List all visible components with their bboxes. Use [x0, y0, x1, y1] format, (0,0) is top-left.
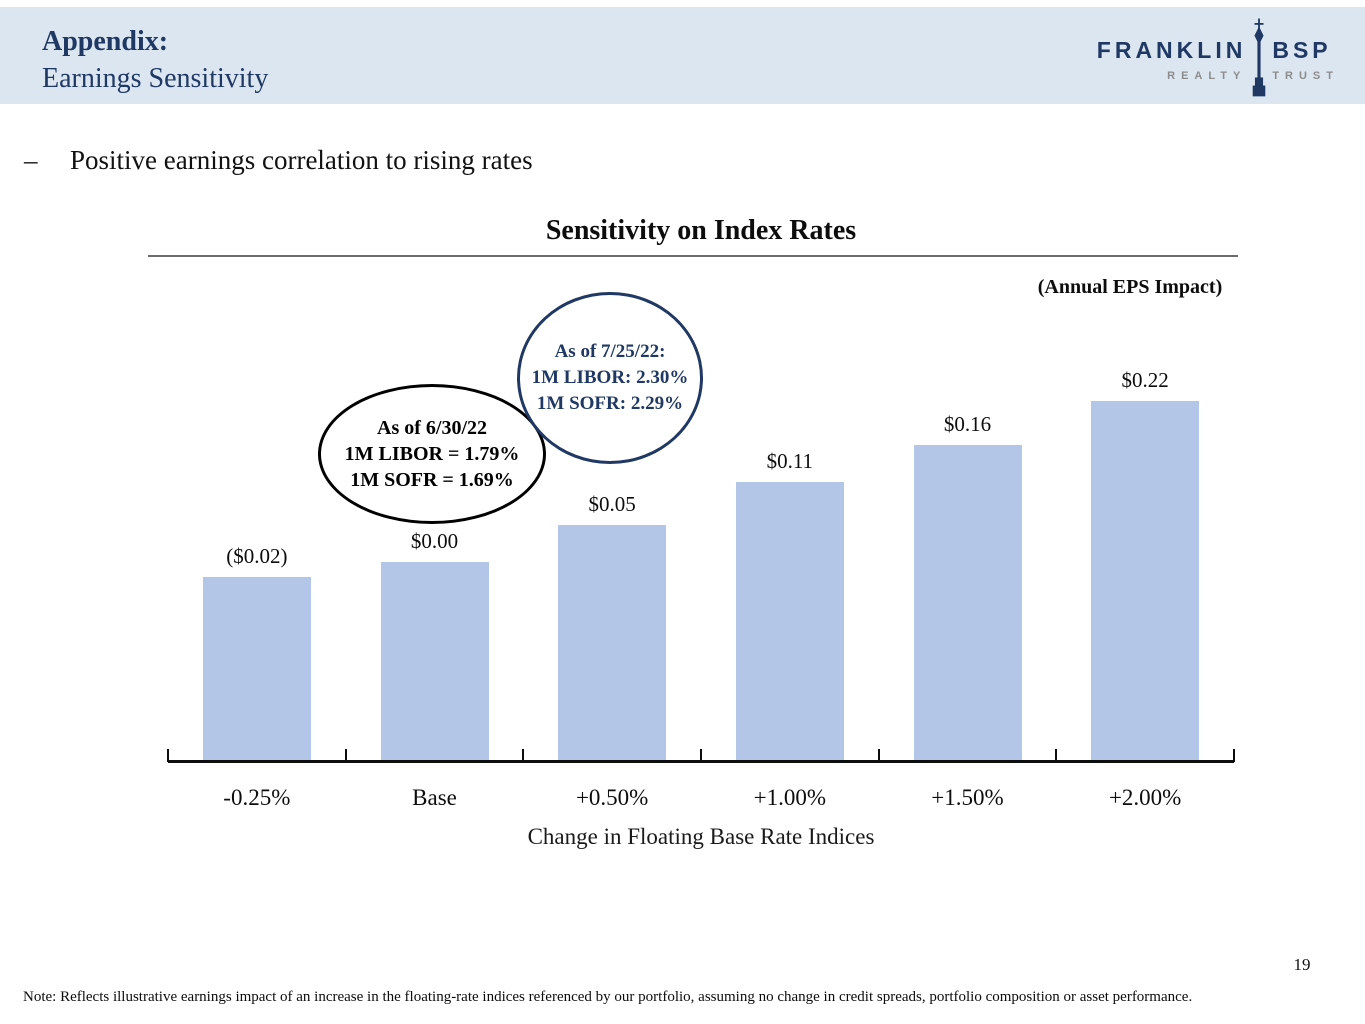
bullet-point: – Positive earnings correlation to rising…: [24, 145, 533, 176]
x-axis-tick: [877, 749, 880, 762]
bar-value-label: $0.05: [588, 492, 636, 516]
page-subtitle: Earnings Sensitivity: [42, 63, 269, 94]
bar: [913, 445, 1022, 762]
header: Appendix: Earnings Sensitivity FRANKLIN: [0, 7, 1365, 104]
x-axis-tick: [522, 749, 525, 762]
annotation-line: 1M SOFR: 2.29%: [536, 393, 684, 414]
logo-word-bsp: BSP: [1272, 37, 1332, 63]
chart-units-label: (Annual EPS Impact): [1037, 276, 1223, 298]
x-axis-tick: [344, 749, 347, 762]
header-titles: Appendix: Earnings Sensitivity: [42, 23, 268, 97]
x-axis-tick: [1055, 749, 1058, 762]
x-category-label: +1.50%: [931, 785, 1004, 810]
x-axis-title: Change in Floating Base Rate Indices: [527, 824, 875, 849]
x-axis-tick: [700, 749, 702, 762]
page-title: Appendix:: [42, 26, 169, 57]
x-category-label: +2.00%: [1108, 785, 1182, 810]
x-category-label: +1.00%: [753, 785, 827, 810]
annotation-line: 1M LIBOR: 2.30%: [531, 367, 689, 388]
page-number: 19: [1293, 955, 1311, 974]
bar: [735, 482, 844, 762]
x-category-label: Base: [412, 785, 457, 810]
bar-value-label: ($0.02): [226, 544, 288, 568]
chart-title-rule: [148, 255, 1238, 257]
annotation-line: 1M SOFR = 1.69%: [350, 469, 514, 491]
bar: [380, 562, 489, 762]
x-axis-line: [168, 760, 1234, 763]
bar: [558, 525, 667, 762]
bullet-text: Positive earnings correlation to rising …: [70, 145, 533, 175]
chart-title: Sensitivity on Index Rates: [545, 215, 857, 246]
annotation-circle-current-rates: As of 7/25/22: 1M LIBOR: 2.30% 1M SOFR: …: [517, 292, 703, 464]
x-category-label: -0.25%: [223, 785, 291, 810]
logo-tagline-realty: REALTY: [1167, 70, 1247, 82]
bar: [202, 577, 311, 762]
footnote: Note: Reflects illustrative earnings imp…: [23, 989, 1193, 1005]
x-axis-tick: [167, 749, 169, 762]
annotation-line: As of 6/30/22: [377, 417, 487, 439]
bullet-marker: –: [24, 145, 38, 175]
bar-value-label: $0.11: [766, 449, 814, 473]
logo-tagline-trust: TRUST: [1272, 70, 1339, 82]
x-category-label: +0.50%: [575, 785, 649, 810]
bar-value-label: $0.00: [410, 529, 459, 553]
bar-value-label: $0.22: [1121, 368, 1169, 392]
annotation-line: As of 7/25/22:: [554, 341, 666, 362]
bar: [1091, 401, 1200, 762]
company-logo: FRANKLIN BSP REALTY TRUST: [1096, 18, 1339, 97]
annotation-line: 1M LIBOR = 1.79%: [344, 443, 520, 465]
x-axis-tick: [1233, 749, 1235, 762]
logo-word-franklin: FRANKLIN: [1096, 37, 1247, 63]
lamppost-icon: [1246, 18, 1272, 97]
bar-value-label: $0.16: [943, 412, 992, 436]
annotation-ellipse-prior-rates: As of 6/30/22 1M LIBOR = 1.79% 1M SOFR =…: [318, 384, 546, 524]
